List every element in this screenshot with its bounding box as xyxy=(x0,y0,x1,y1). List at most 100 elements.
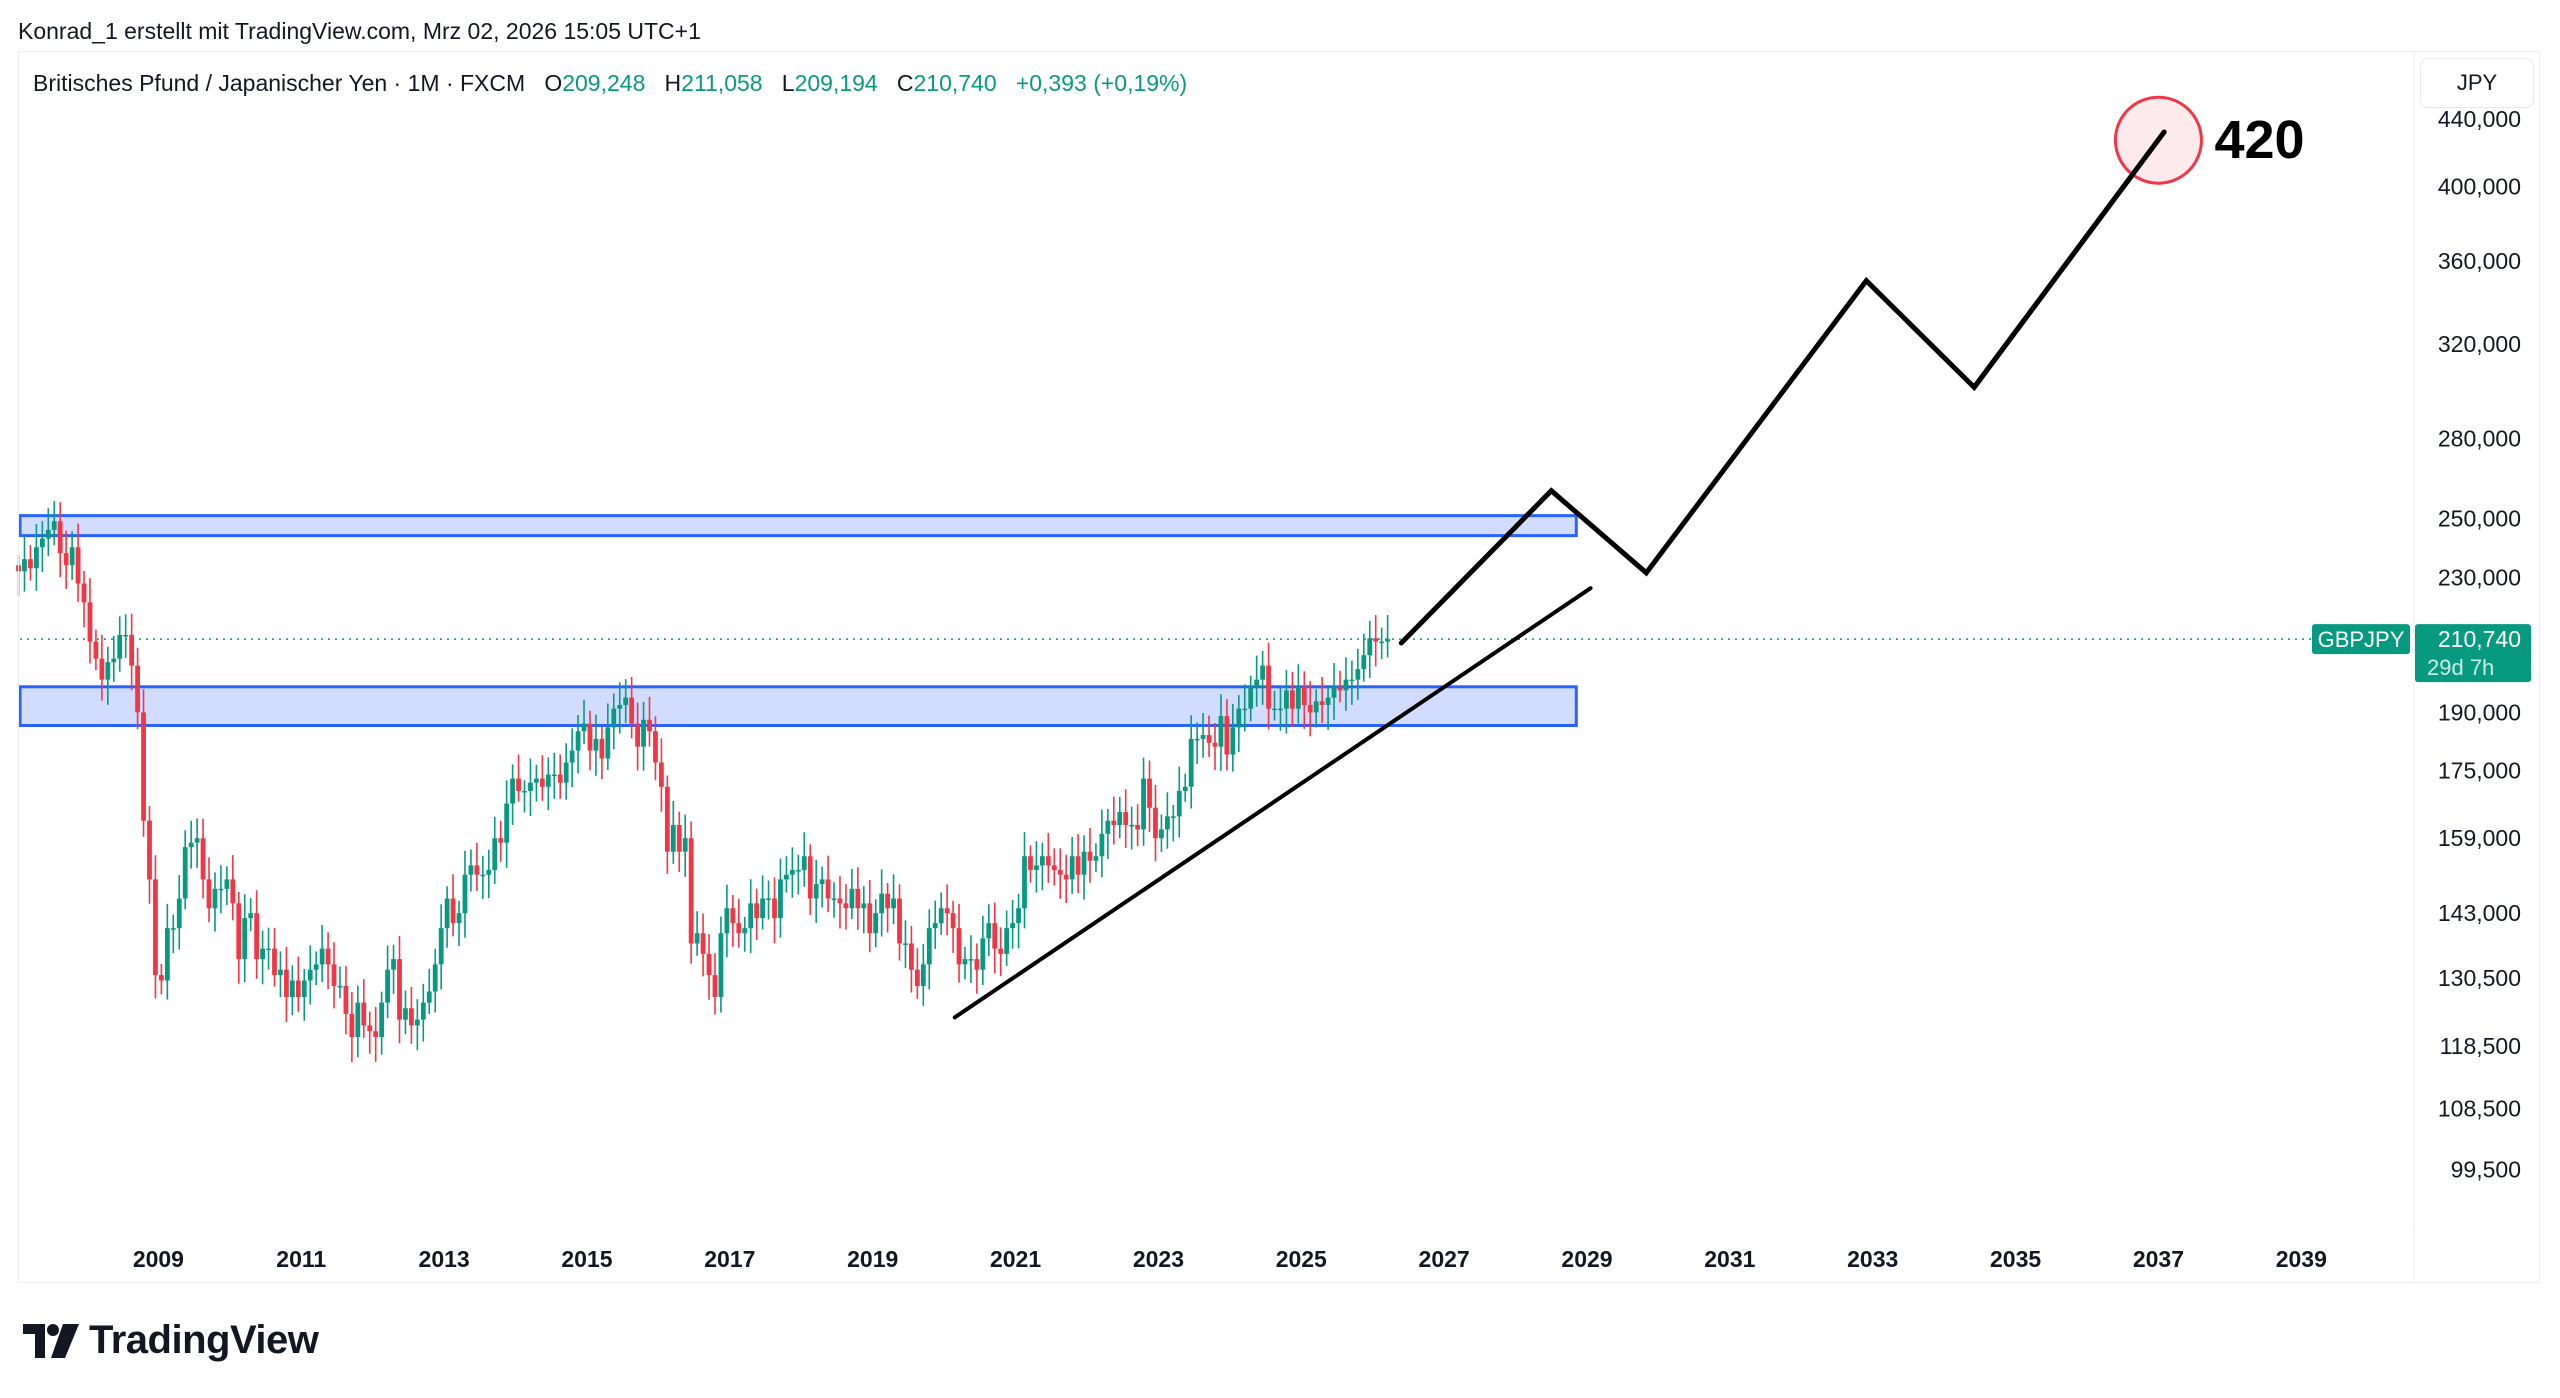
candle-body[interactable] xyxy=(117,634,123,659)
candle-body[interactable] xyxy=(539,778,545,787)
candle-body[interactable] xyxy=(825,879,831,899)
candle-body[interactable] xyxy=(1289,690,1295,709)
candle-body[interactable] xyxy=(492,838,498,871)
candle-body[interactable] xyxy=(849,888,855,909)
candle-body[interactable] xyxy=(230,879,236,904)
candle-body[interactable] xyxy=(926,928,932,965)
candle-body[interactable] xyxy=(1206,735,1212,743)
candle-body[interactable] xyxy=(337,985,343,988)
candle-body[interactable] xyxy=(938,908,944,924)
candle-body[interactable] xyxy=(147,820,152,880)
candle-body[interactable] xyxy=(659,762,664,787)
candle-body[interactable] xyxy=(313,964,319,970)
candle-body[interactable] xyxy=(1355,669,1361,680)
candle-body[interactable] xyxy=(450,898,456,924)
candle-body[interactable] xyxy=(766,898,771,900)
candle-body[interactable] xyxy=(200,838,206,880)
candle-body[interactable] xyxy=(307,969,313,981)
candle-body[interactable] xyxy=(1331,686,1337,698)
candle-body[interactable] xyxy=(647,719,652,732)
candle-body[interactable] xyxy=(664,786,670,852)
candle-body[interactable] xyxy=(1242,708,1248,711)
candle-body[interactable] xyxy=(575,731,581,751)
candle-body[interactable] xyxy=(254,913,260,960)
candle-body[interactable] xyxy=(206,879,212,909)
candle-body[interactable] xyxy=(1147,778,1152,808)
candle-body[interactable] xyxy=(1272,708,1277,711)
candle-body[interactable] xyxy=(1367,638,1373,656)
candle-body[interactable] xyxy=(807,856,813,899)
candle-body[interactable] xyxy=(236,903,242,960)
candle-body[interactable] xyxy=(1170,816,1176,818)
symbol-description[interactable]: Britisches Pfund / Japanischer Yen · 1M … xyxy=(33,70,526,96)
candle-body[interactable] xyxy=(784,874,789,880)
candle-body[interactable] xyxy=(182,847,188,899)
candle-body[interactable] xyxy=(284,969,289,998)
candle-body[interactable] xyxy=(1260,665,1266,680)
candle-body[interactable] xyxy=(272,948,277,976)
candle-body[interactable] xyxy=(730,908,736,924)
candle-body[interactable] xyxy=(159,975,164,981)
candle-body[interactable] xyxy=(516,778,521,791)
candle-body[interactable] xyxy=(653,731,658,763)
candle-body[interactable] xyxy=(545,774,551,787)
candle-body[interactable] xyxy=(1123,812,1129,826)
candle-body[interactable] xyxy=(795,870,801,872)
candle-body[interactable] xyxy=(1176,790,1182,817)
candle-body[interactable] xyxy=(843,903,849,909)
candle-body[interactable] xyxy=(111,658,117,663)
candle-body[interactable] xyxy=(153,879,158,976)
candle-body[interactable] xyxy=(1212,742,1218,747)
candle-body[interactable] xyxy=(355,1002,361,1038)
candle-body[interactable] xyxy=(1230,727,1236,755)
candle-body[interactable] xyxy=(28,559,33,569)
candle-body[interactable] xyxy=(778,879,783,919)
candle-body[interactable] xyxy=(1361,655,1367,670)
candle-body[interactable] xyxy=(819,879,825,885)
candle-body[interactable] xyxy=(909,943,914,970)
candle-body[interactable] xyxy=(813,884,819,899)
candle-body[interactable] xyxy=(891,898,896,909)
candle-body[interactable] xyxy=(403,1008,408,1020)
candle-body[interactable] xyxy=(486,870,492,875)
candle-body[interactable] xyxy=(760,898,766,919)
candle-body[interactable] xyxy=(1141,778,1146,830)
candle-body[interactable] xyxy=(105,662,111,680)
candle-body[interactable] xyxy=(831,898,837,900)
candle-body[interactable] xyxy=(498,838,504,843)
candle-body[interactable] xyxy=(867,903,873,934)
candle-body[interactable] xyxy=(22,559,27,572)
candle-body[interactable] xyxy=(944,908,950,914)
candle-body[interactable] xyxy=(962,959,968,965)
candle-body[interactable] xyxy=(629,697,635,724)
candle-body[interactable] xyxy=(45,529,51,539)
candle-body[interactable] xyxy=(432,964,438,992)
candle-body[interactable] xyxy=(361,1002,367,1026)
candle-body[interactable] xyxy=(1057,870,1063,875)
candle-body[interactable] xyxy=(1343,679,1349,691)
candle-body[interactable] xyxy=(504,803,510,843)
candle-body[interactable] xyxy=(414,1019,420,1026)
candle-body[interactable] xyxy=(480,874,486,877)
candle-body[interactable] xyxy=(63,553,69,566)
trendline-drawing[interactable] xyxy=(952,586,1593,1020)
candle-body[interactable] xyxy=(903,943,908,945)
candle-body[interactable] xyxy=(349,1013,355,1038)
candle-body[interactable] xyxy=(581,723,587,732)
candle-body[interactable] xyxy=(885,893,891,909)
candle-body[interactable] xyxy=(218,888,224,891)
candle-body[interactable] xyxy=(1385,639,1391,642)
candle-body[interactable] xyxy=(950,913,956,929)
candle-body[interactable] xyxy=(1034,865,1039,871)
candle-body[interactable] xyxy=(980,938,986,970)
candle-body[interactable] xyxy=(676,825,682,852)
candle-body[interactable] xyxy=(69,547,75,566)
candle-body[interactable] xyxy=(694,933,700,944)
candle-body[interactable] xyxy=(534,778,539,783)
candle-body[interactable] xyxy=(462,874,468,914)
candle-body[interactable] xyxy=(1164,816,1170,830)
candle-body[interactable] xyxy=(385,969,390,1003)
candle-body[interactable] xyxy=(837,898,843,904)
candle-body[interactable] xyxy=(1028,856,1033,871)
candle-body[interactable] xyxy=(712,975,718,998)
